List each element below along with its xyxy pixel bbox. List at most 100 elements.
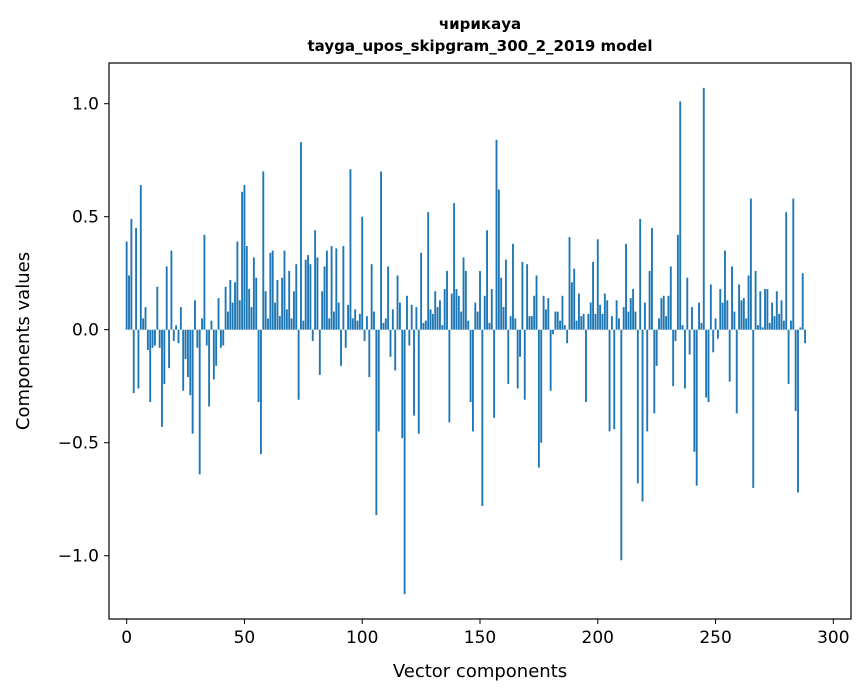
bar [281, 277, 284, 330]
bar [125, 241, 128, 330]
bar [354, 309, 357, 330]
bar [610, 316, 613, 330]
bar [620, 329, 623, 561]
bar [662, 295, 665, 330]
bar [707, 329, 710, 403]
bar [552, 329, 554, 335]
bar [573, 268, 576, 330]
bar [408, 329, 411, 346]
bar [340, 329, 342, 366]
bar [740, 300, 743, 330]
bar [229, 279, 232, 330]
bar [636, 329, 639, 484]
x-tick-label: 200 [582, 628, 614, 648]
bar [158, 329, 161, 348]
bar [330, 246, 333, 330]
bar [752, 329, 755, 488]
bar [460, 311, 463, 330]
bar [705, 329, 708, 398]
bar [542, 295, 545, 330]
y-tick-label: 0.0 [72, 321, 99, 341]
bar [535, 275, 538, 330]
bar [632, 289, 635, 330]
bar [413, 329, 415, 416]
bar [255, 277, 258, 330]
bar [429, 309, 432, 330]
bar [132, 329, 135, 393]
bar [476, 311, 479, 330]
bar [377, 329, 380, 432]
bar [165, 266, 168, 330]
bar [446, 270, 448, 330]
bar [168, 329, 170, 369]
bar [252, 257, 255, 330]
bar [592, 261, 594, 330]
bar [627, 311, 630, 330]
bar [170, 250, 173, 330]
bar [382, 322, 385, 330]
bar [797, 329, 799, 493]
bar [698, 302, 700, 330]
bar [782, 320, 785, 330]
bar [358, 313, 361, 330]
bar [804, 329, 806, 344]
bar [198, 329, 201, 475]
bar [625, 243, 627, 330]
bar [547, 298, 550, 330]
bar [297, 329, 300, 400]
bar [556, 311, 559, 330]
bar [288, 270, 291, 330]
bar [497, 189, 500, 330]
bar [462, 257, 465, 330]
bar [368, 329, 371, 378]
bar [757, 325, 759, 330]
bar [342, 246, 345, 330]
bar [194, 300, 196, 330]
bar [667, 295, 670, 330]
bar [771, 302, 774, 330]
bar [479, 270, 481, 330]
bar [370, 264, 373, 330]
bar [182, 329, 185, 391]
bar [528, 316, 531, 330]
bar [563, 325, 566, 330]
bar [646, 329, 649, 432]
bar [608, 329, 611, 432]
bar [561, 295, 564, 330]
bar [146, 329, 149, 351]
bar [533, 295, 536, 330]
bar [457, 295, 460, 330]
bar [196, 329, 199, 348]
chart-subtitle: tayga_upos_skipgram_300_2_2019 model [308, 37, 653, 55]
bar [307, 255, 309, 330]
x-tick-label: 150 [464, 628, 496, 648]
bar [537, 329, 540, 468]
bar [257, 329, 260, 403]
bar [601, 313, 604, 330]
bar [634, 311, 637, 330]
bar [347, 304, 350, 330]
bar [587, 313, 590, 330]
bar [231, 302, 234, 330]
bar [716, 329, 719, 339]
bar [648, 270, 651, 330]
bar [691, 307, 693, 330]
bar [738, 284, 741, 330]
bar [523, 329, 526, 400]
bar [422, 322, 425, 330]
bar [545, 309, 547, 330]
bar [488, 322, 491, 330]
bar [577, 293, 580, 330]
bar [585, 329, 587, 403]
bar [149, 329, 152, 403]
bar [453, 203, 456, 330]
y-tick-label: 1.0 [72, 95, 99, 115]
bar [780, 300, 783, 330]
bar [726, 300, 729, 330]
bar [139, 185, 142, 330]
bar [728, 329, 731, 382]
bar [615, 300, 618, 330]
bar [295, 264, 298, 330]
bar [264, 291, 267, 330]
bar [151, 329, 154, 348]
